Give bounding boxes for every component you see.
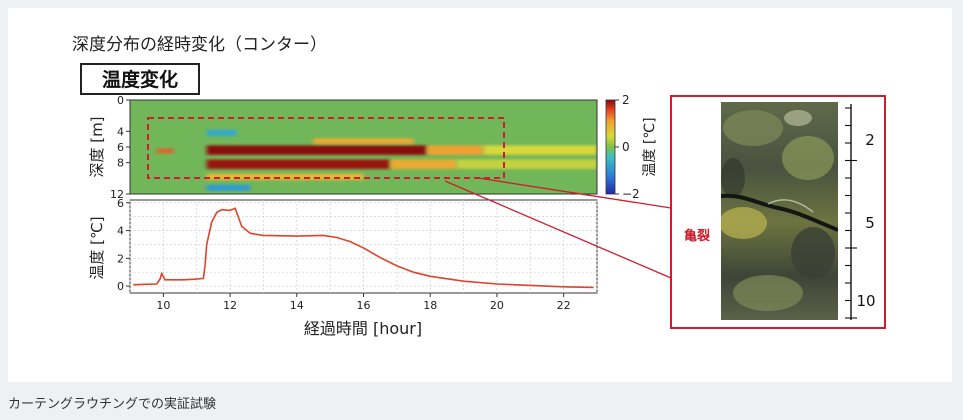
heatmap-y-tick-0: 0 [117, 94, 124, 107]
highlight-dashed-box [147, 117, 505, 179]
heatmap-y-ticks: 0 4 6 8 12 [110, 94, 130, 201]
heatmap-band-6 [313, 138, 414, 144]
colorbar-label: 温度 [℃] [642, 117, 658, 176]
line-y-tick-0: 0 [117, 280, 124, 293]
chart-title: 温度変化 [102, 68, 178, 91]
line-y-label: 温度 [℃] [88, 216, 106, 279]
line-x-tick-4: 18 [423, 299, 437, 312]
heatmap-band-1 [426, 145, 484, 155]
crack-label: 亀裂 [684, 228, 711, 244]
line-y-ticks: 0 2 4 6 [117, 197, 130, 293]
connector-line-upper [477, 177, 672, 209]
core-photo-panel: 亀裂 2 5 10 [670, 95, 886, 329]
chart-title-box [80, 63, 200, 95]
heatmap-band-4 [390, 159, 457, 169]
line-x-tick-3: 16 [357, 299, 371, 312]
colorbar-tick-2: −2 [622, 187, 640, 201]
heatmap-band-10 [156, 148, 174, 154]
depth-scale-minor-ticks [845, 107, 857, 319]
heatmap-band-3 [206, 159, 391, 169]
heatmap-y-tick-1: 4 [117, 125, 124, 138]
colorbar-ticks: 2 0 −2 [615, 93, 640, 201]
colorbar-tick-0: 2 [622, 93, 630, 107]
line-y-tick-3: 6 [117, 197, 124, 210]
heatmap-band-5 [456, 159, 597, 169]
crack-line [721, 193, 838, 232]
depth-scale-label-5: 5 [865, 214, 875, 232]
heatmap-band-8 [206, 129, 237, 137]
heatmap-band-2 [483, 145, 597, 155]
line-x-ticks: 10 12 14 16 18 20 22 [156, 293, 571, 312]
heatmap-y-tick-4: 12 [110, 188, 124, 201]
heatmap-band-0 [206, 145, 427, 155]
heatmap-y-tick-3: 8 [117, 157, 124, 170]
line-y-tick-1: 2 [117, 252, 124, 265]
line-x-tick-5: 20 [490, 299, 504, 312]
core-photo [721, 102, 838, 320]
colorbar: 2 0 −2 温度 [℃] [605, 93, 658, 201]
line-x-tick-0: 10 [156, 299, 170, 312]
heatmap-y-tick-2: 6 [117, 141, 124, 154]
figure-canvas: 深度分布の経時変化（コンター） 温度変化 0 4 6 8 12 深度 [m] 2 0 −2 … [72, 35, 886, 338]
colorbar-gradient [605, 99, 616, 195]
heatmap-band-9 [206, 184, 251, 191]
depth-scale-label-2: 2 [865, 131, 875, 149]
temperature-trace [133, 207, 594, 289]
heatmap-y-label: 深度 [m] [88, 116, 106, 177]
line-x-label: 経過時間 [hour] [304, 319, 422, 338]
line-x-tick-2: 14 [290, 299, 304, 312]
line-plot: 10 12 14 16 18 20 22 0 2 4 6 温度 [℃] 経過時間 [hour] [88, 197, 598, 338]
colorbar-tick-1: 0 [622, 140, 630, 154]
line-grid [129, 200, 598, 293]
figure-heading: 深度分布の経時変化（コンター） [72, 35, 327, 55]
figure-caption: カーテングラウチングでの実証試験 [8, 397, 217, 412]
line-x-tick-6: 22 [557, 299, 571, 312]
depth-scale-label-10: 10 [856, 292, 875, 310]
heatmap-bands [156, 129, 597, 191]
heatmap-band-7 [206, 173, 364, 180]
figure-panel: 深度分布の経時変化（コンター） 温度変化 0 4 6 8 12 深度 [m] 2 0 −2 … [8, 8, 952, 382]
line-x-tick-1: 12 [223, 299, 237, 312]
line-y-tick-2: 4 [117, 225, 124, 238]
heatmap-plot: 0 4 6 8 12 深度 [m] [88, 94, 598, 201]
connector-line-lower [444, 180, 672, 279]
